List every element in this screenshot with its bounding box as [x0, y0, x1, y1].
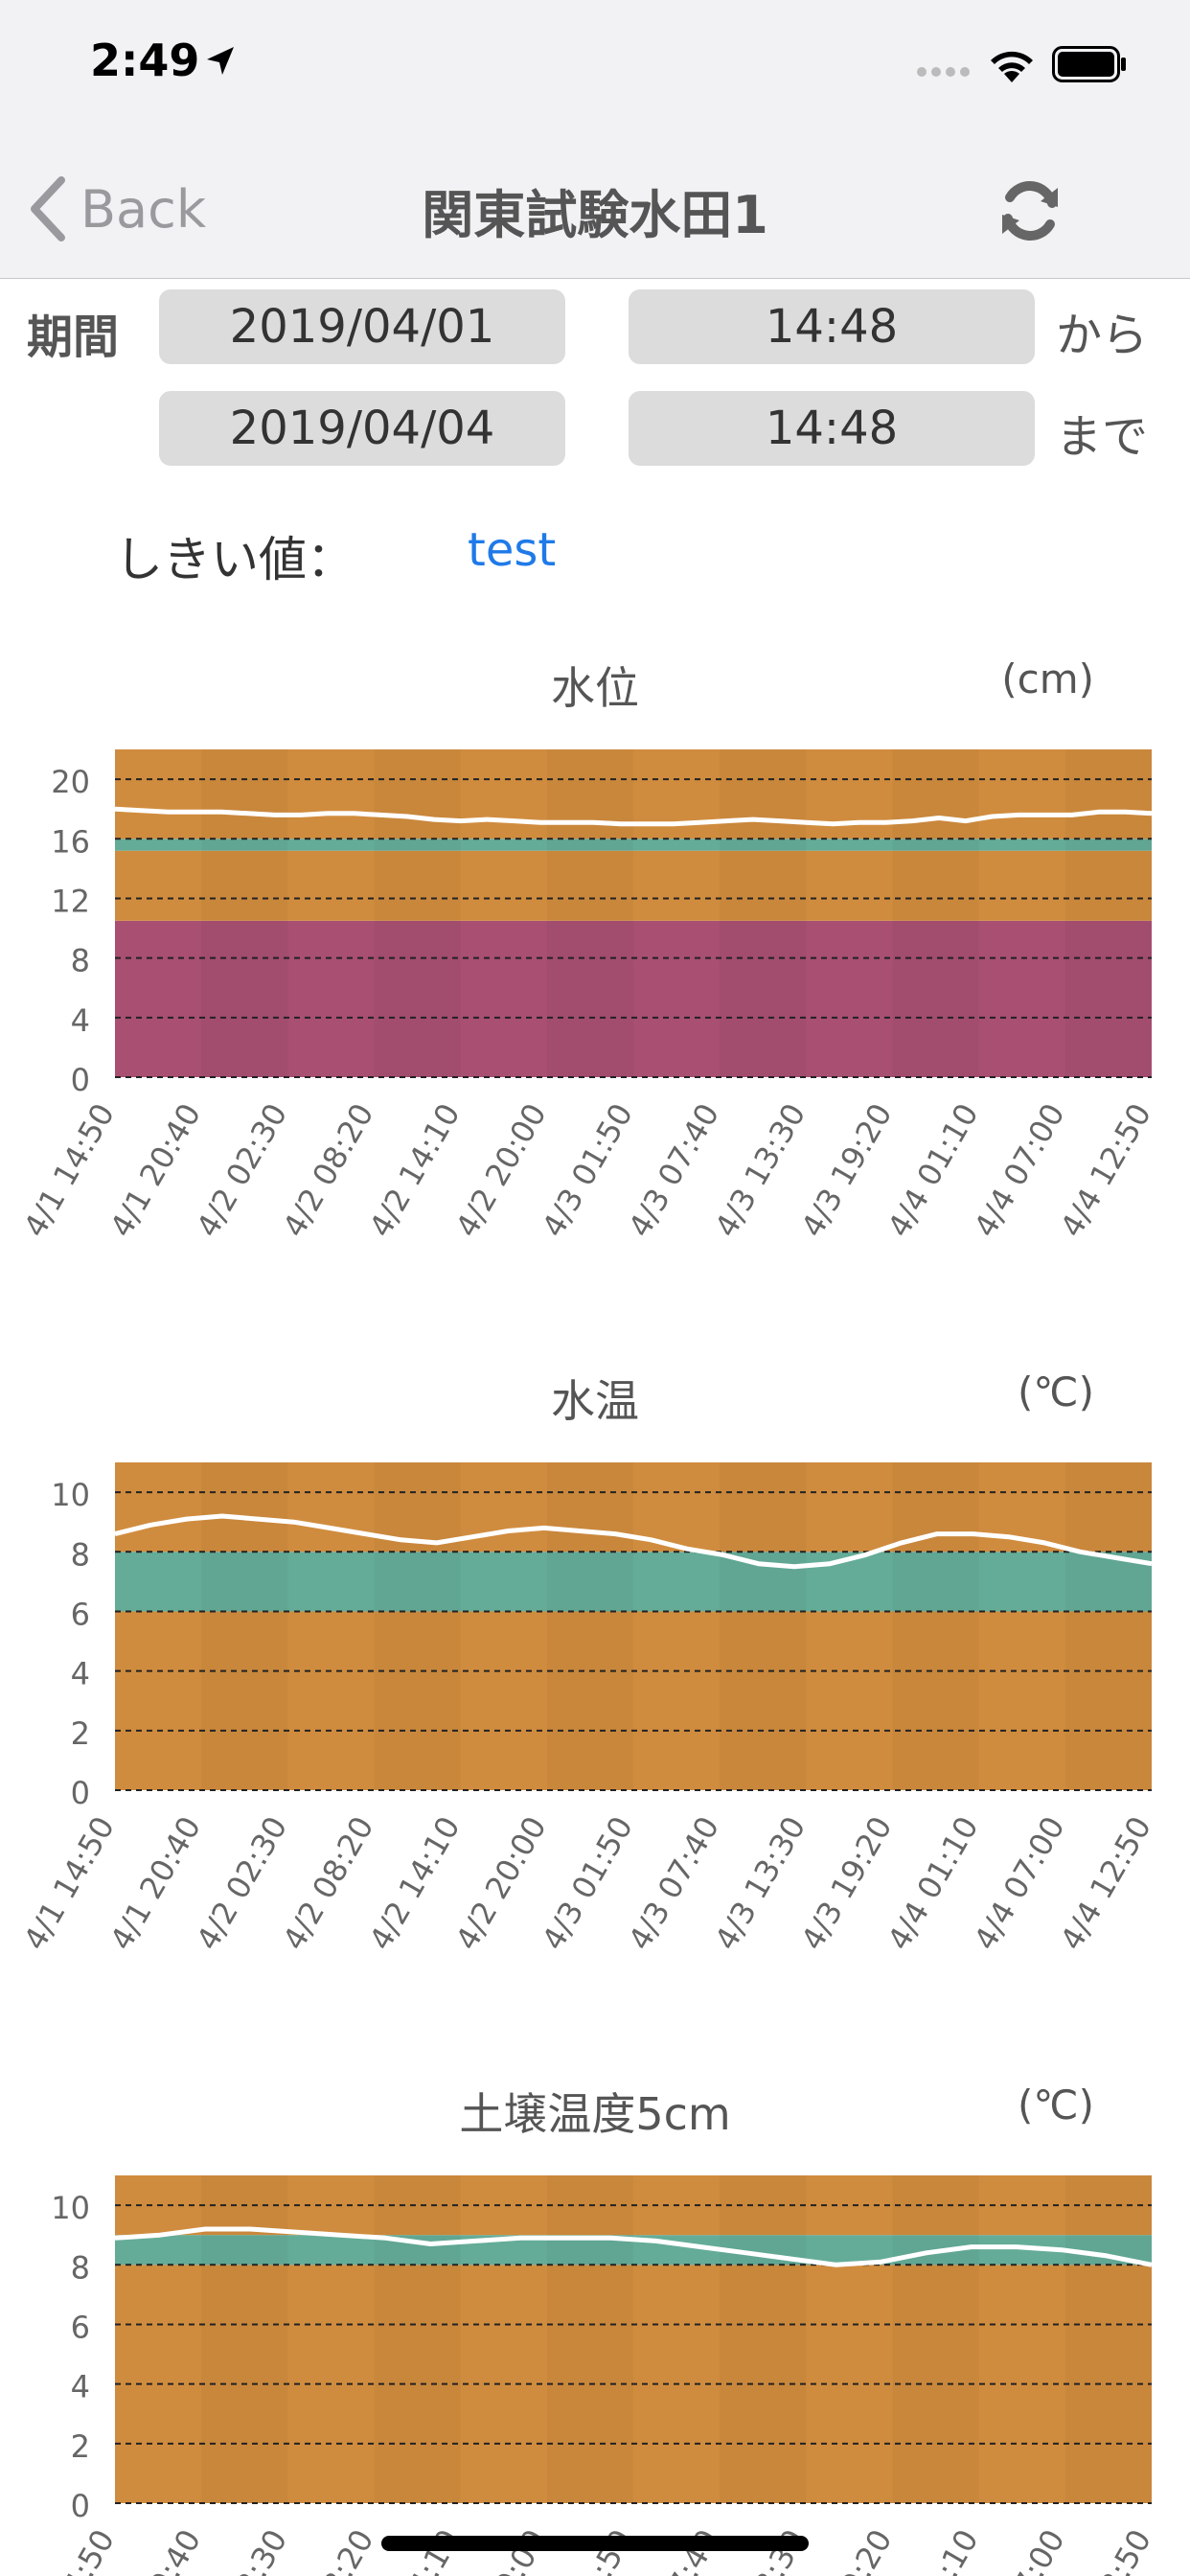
start-suffix: から	[1056, 309, 1149, 362]
location-arrow-icon	[203, 44, 238, 82]
navigation-bar: 2:49 Back 関東試験水田1	[0, 0, 1190, 279]
stripe	[375, 749, 461, 1077]
chart-unit: (cm)	[1001, 656, 1094, 702]
stripe	[547, 749, 633, 1077]
y-tick-label: 8	[71, 1536, 90, 1573]
x-tick-label: 4/3 19:20	[794, 2523, 900, 2576]
chart-unit: (℃)	[1018, 2082, 1094, 2128]
threshold-link[interactable]: test	[468, 523, 557, 577]
page-title: 関東試験水田1	[422, 185, 768, 245]
stripe	[720, 749, 806, 1077]
threshold-band	[115, 839, 1152, 851]
stripe	[547, 1462, 633, 1790]
stripe	[375, 2175, 461, 2503]
chart-title: 土壌温度5cm	[459, 2088, 731, 2140]
y-tick-label: 0	[71, 2488, 90, 2524]
threshold-band	[115, 850, 1152, 921]
y-tick-label: 2	[71, 1715, 90, 1752]
x-tick-label: 4/1 20:40	[103, 2523, 208, 2576]
y-tick-label: 6	[71, 2309, 90, 2345]
y-tick-label: 0	[71, 1062, 90, 1098]
y-tick-label: 2	[71, 2428, 90, 2465]
start-time-field[interactable]: 14:48	[629, 289, 1035, 364]
stripe	[201, 1462, 287, 1790]
x-tick-label: 4/2 02:30	[189, 2523, 294, 2576]
y-tick-label: 8	[71, 2249, 90, 2286]
x-tick-label: 4/2 08:20	[276, 2523, 381, 2576]
y-tick-label: 4	[71, 2369, 90, 2405]
threshold-band	[115, 920, 1152, 1077]
y-tick-label: 4	[71, 1002, 90, 1039]
stripe	[720, 2175, 806, 2503]
y-tick-label: 12	[51, 883, 90, 919]
end-time-field[interactable]: 14:48	[629, 391, 1035, 466]
x-tick-label: 4/4 12:50	[1053, 2523, 1158, 2576]
home-indicator	[381, 2536, 809, 2551]
battery-icon	[1052, 46, 1129, 86]
back-button-label: Back	[80, 178, 207, 240]
stripe	[547, 2175, 633, 2503]
threshold-band	[115, 1611, 1152, 1790]
y-tick-label: 4	[71, 1656, 90, 1692]
end-suffix: まで	[1056, 410, 1149, 464]
y-tick-label: 16	[51, 823, 90, 860]
stripe	[201, 2175, 287, 2503]
chart-title: 水位	[551, 662, 639, 714]
stripe	[1065, 749, 1152, 1077]
y-tick-label: 10	[51, 1477, 90, 1513]
y-tick-label: 6	[71, 1596, 90, 1632]
y-tick-label: 10	[51, 2190, 90, 2226]
stripe	[893, 1462, 979, 1790]
stripe	[1065, 1462, 1152, 1790]
stripe	[375, 1462, 461, 1790]
end-date-field[interactable]: 2019/04/04	[159, 391, 565, 466]
chart-plot: 0 2 4 6 8 10 4/1 14:504/1 20:404/2 02:304/2 08…	[16, 2175, 1158, 2576]
stripe	[720, 1462, 806, 1790]
y-tick-label: 20	[51, 764, 90, 800]
stripe	[893, 749, 979, 1077]
chart-title: 水温	[551, 1375, 639, 1427]
threshold-label: しきい値：	[115, 532, 355, 587]
back-button[interactable]: Back	[27, 171, 206, 247]
wifi-icon	[985, 44, 1039, 88]
cellular-signal-icon	[916, 63, 973, 81]
stripe	[893, 2175, 979, 2503]
x-tick-label: 4/1 14:50	[16, 2523, 122, 2576]
chart-unit: (℃)	[1018, 1368, 1094, 1415]
chevron-left-icon	[31, 176, 65, 242]
period-label: 期間	[27, 310, 120, 364]
start-date-field[interactable]: 2019/04/01	[159, 289, 565, 364]
y-tick-label: 0	[71, 1775, 90, 1811]
x-tick-label: 4/4 07:00	[967, 2523, 1072, 2576]
series-line	[114, 806, 1153, 827]
y-tick-label: 8	[71, 943, 90, 979]
stripe	[1065, 2175, 1152, 2503]
status-time: 2:49	[90, 34, 200, 86]
series-line	[114, 1513, 1153, 1570]
series-line	[114, 2226, 1153, 2267]
stripe	[201, 749, 287, 1077]
threshold-band	[115, 1552, 1152, 1612]
x-tick-label: 4/4 01:10	[881, 2523, 986, 2576]
refresh-icon[interactable]	[996, 174, 1064, 251]
